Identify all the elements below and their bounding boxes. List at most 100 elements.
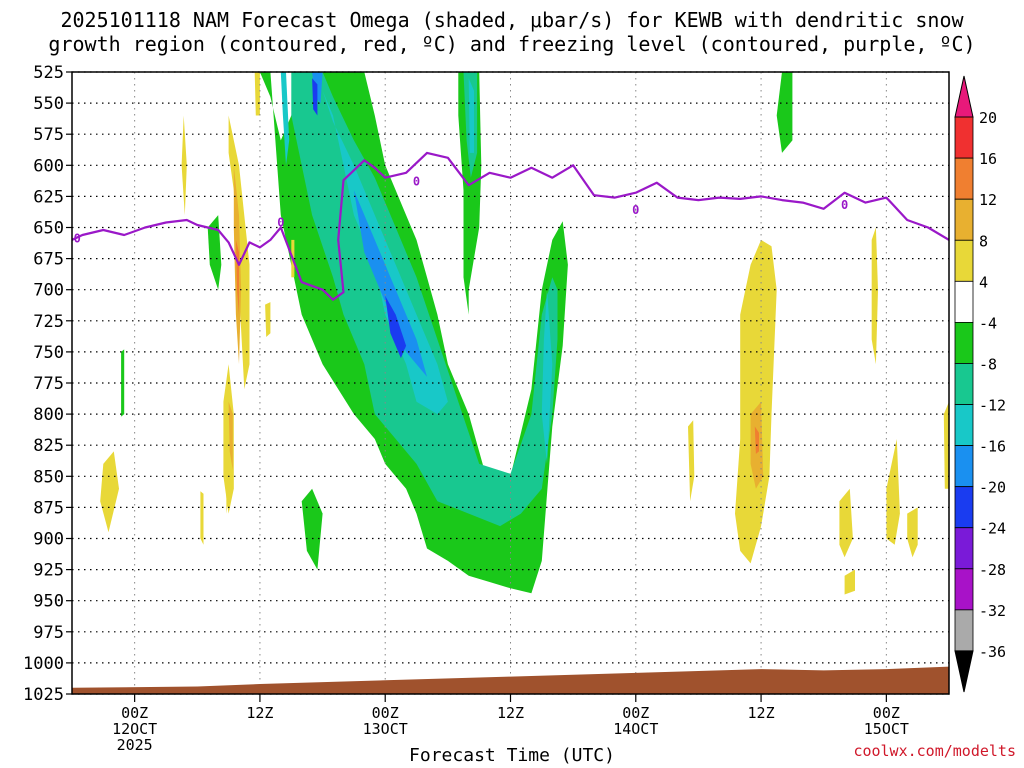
colorbar-bin	[954, 527, 974, 570]
colorbar-bin	[954, 486, 974, 529]
x-tick-label: 12Z	[497, 704, 524, 722]
terrain-fill	[72, 666, 949, 694]
colorbar-bin	[954, 157, 974, 200]
omega-region-14	[385, 295, 407, 359]
omega-region-4	[121, 349, 125, 417]
colorbar-label: -4	[979, 314, 997, 332]
freezing-level-layer: 0 0 0 0 0	[72, 151, 949, 301]
colorbar: 20 16 12 8 4 -4 -8 -12 -16 -20 -24 -28 -32 -36	[954, 75, 1006, 693]
colorbar-label: -32	[979, 602, 1006, 620]
omega-region-28	[688, 420, 695, 502]
colorbar-label: -28	[979, 561, 1006, 579]
y-tick-label: 625	[33, 187, 64, 207]
x-tick-label: 14OCT	[613, 720, 658, 738]
y-tick-label: 725	[33, 312, 64, 332]
colorbar-bin	[954, 404, 974, 446]
y-tick-label: 700	[33, 281, 64, 301]
y-tick-label: 900	[33, 530, 64, 550]
omega-region-29	[844, 569, 855, 595]
y-tick-label: 850	[33, 467, 64, 487]
colorbar-label: 12	[979, 191, 997, 209]
omega-region-2	[776, 72, 793, 153]
omega-region-5	[301, 488, 323, 570]
x-tick-label: 12Z	[748, 704, 775, 722]
y-axis: 525 550 575 600 625 650 675 700 725 750 775 800 825 8…	[23, 63, 72, 705]
omega-region-23	[225, 414, 230, 514]
omega-region-19	[100, 451, 119, 533]
x-tick-label: 00Z	[622, 704, 649, 722]
freezing-level-label: 0	[74, 232, 81, 246]
colorbar-label: -12	[979, 397, 1006, 415]
omega-region-31	[907, 507, 918, 558]
x-tick-label: 12OCT	[112, 720, 157, 738]
colorbar-label: -36	[979, 643, 1006, 661]
colorbar-label: -20	[979, 479, 1006, 497]
colorbar-label: -16	[979, 438, 1006, 456]
y-tick-label: 675	[33, 250, 64, 270]
omega-region-22	[265, 302, 271, 337]
omega-region-8	[280, 72, 290, 166]
colorbar-label: 8	[979, 232, 988, 250]
colorbar-bin-bottom-arrow	[954, 650, 974, 693]
omega-region-10	[541, 289, 553, 464]
y-tick-label: 775	[33, 374, 64, 394]
y-tick-label: 550	[33, 94, 64, 114]
y-tick-label: 950	[33, 592, 64, 612]
y-tick-label: 575	[33, 125, 64, 145]
y-tick-label: 525	[33, 63, 64, 83]
y-tick-label: 650	[33, 219, 64, 239]
freezing-level-label: 0	[413, 174, 420, 188]
colorbar-bin-top-arrow	[954, 75, 974, 118]
title-line-2: growth region (contoured, red, ºC) and f…	[48, 32, 976, 56]
colorbar-bin	[954, 280, 974, 323]
x-tick-label: 12Z	[246, 704, 273, 722]
omega-region-15	[312, 78, 318, 116]
colorbar-bin	[954, 363, 974, 405]
colorbar-label: 4	[979, 273, 988, 291]
colorbar-bin	[954, 239, 974, 282]
y-tick-label: 800	[33, 405, 64, 425]
freezing-level-label: 0	[632, 203, 639, 217]
y-tick-label: 975	[33, 623, 64, 643]
x-tick-label: 2025	[117, 736, 153, 754]
colorbar-bin	[954, 609, 974, 652]
omega-region-12	[353, 190, 427, 377]
omega-region-24	[200, 491, 204, 545]
omega-region-30	[886, 439, 900, 545]
y-tick-label: 600	[33, 156, 64, 176]
colorbar-label: -8	[979, 355, 997, 373]
y-tick-label: 1000	[23, 654, 64, 674]
colorbar-bin	[954, 445, 974, 488]
terrain-layer	[72, 666, 949, 694]
omega-region-27	[839, 488, 853, 558]
colorbar-bin	[954, 321, 974, 364]
watermark: coolwx.com/modelts	[853, 742, 1016, 760]
freezing-level-line	[72, 151, 949, 301]
omega-region-34	[228, 401, 233, 471]
x-tick-label: 00Z	[372, 704, 399, 722]
omega-region-18	[254, 72, 260, 116]
x-tick-label: 00Z	[121, 704, 148, 722]
colorbar-bin	[954, 198, 974, 241]
chart-title: 2025101118 NAM Forecast Omega (shaded, μ…	[0, 8, 1024, 56]
y-tick-label: 875	[33, 498, 64, 518]
y-tick-label: 750	[33, 343, 64, 363]
omega-region-37	[754, 426, 759, 454]
colorbar-label: 20	[979, 109, 997, 127]
y-tick-label: 925	[33, 561, 64, 581]
colorbar-label: 16	[979, 150, 997, 168]
colorbar-bin	[954, 116, 974, 159]
colorbar-label: -24	[979, 520, 1006, 538]
x-tick-label: 13OCT	[363, 720, 408, 738]
colorbar-bin	[954, 568, 974, 611]
title-line-1: 2025101118 NAM Forecast Omega (shaded, μ…	[60, 8, 964, 32]
x-tick-label: 15OCT	[864, 720, 909, 738]
x-axis-title: Forecast Time (UTC)	[409, 745, 615, 766]
freezing-level-label: 0	[277, 216, 284, 230]
y-tick-label: 825	[33, 436, 64, 456]
x-tick-label: 00Z	[873, 704, 900, 722]
omega-region-11	[468, 78, 474, 153]
y-tick-label: 1025	[23, 685, 64, 705]
